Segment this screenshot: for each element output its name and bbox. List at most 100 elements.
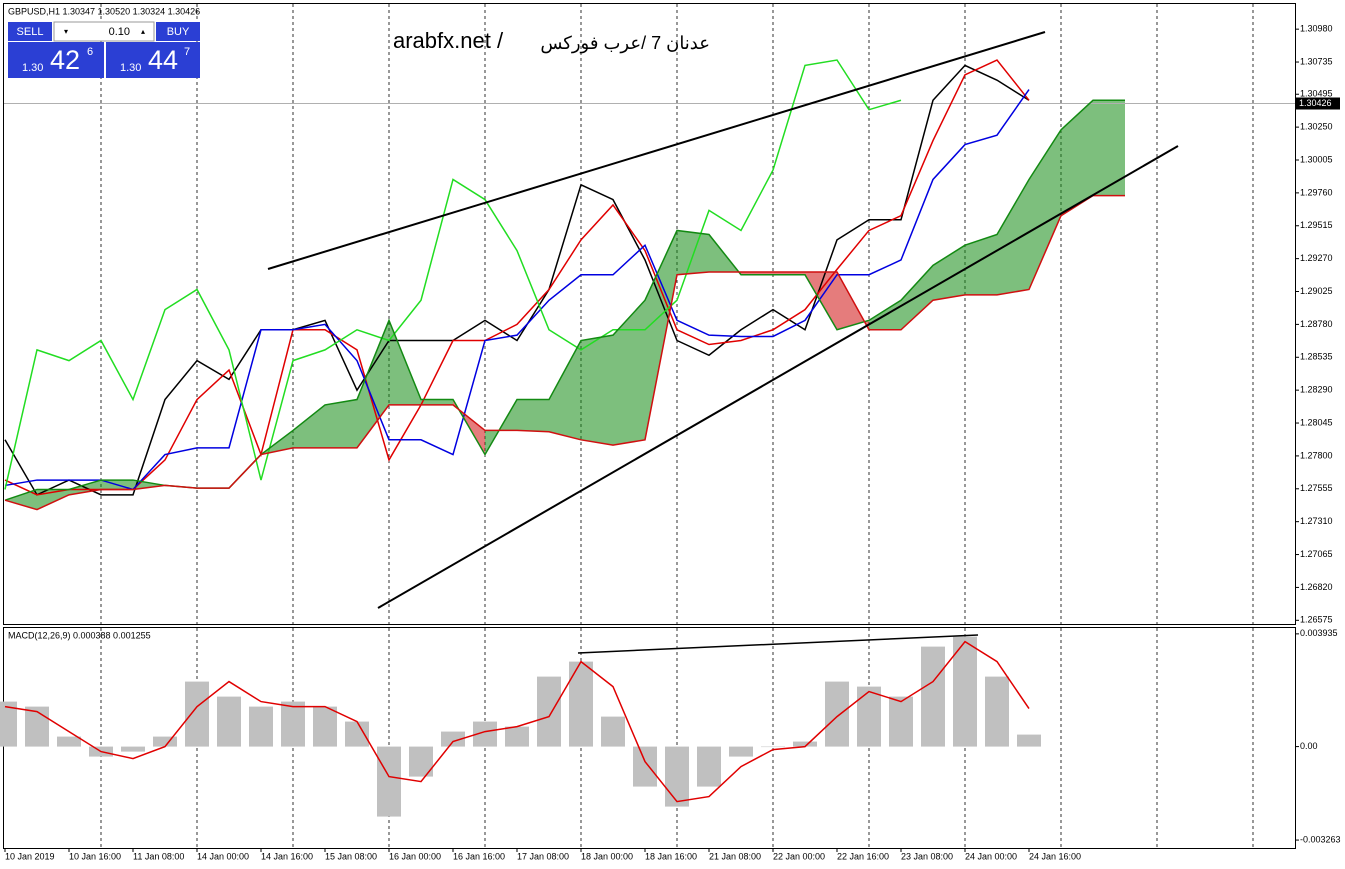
y-tick-label: 1.30735 bbox=[1300, 56, 1333, 66]
trade-panel: SELL ▾ 0.10 ▴ BUY 1.30 42 6 1.30 44 7 bbox=[8, 21, 200, 78]
sell-button[interactable] bbox=[8, 22, 52, 41]
x-tick-label: 10 Jan 2019 bbox=[5, 851, 55, 861]
cloud-segment bbox=[293, 404, 325, 448]
histogram-bar bbox=[985, 676, 1009, 747]
buy-price-big: 1.30 bbox=[120, 62, 141, 74]
buy-price-frac: 7 bbox=[184, 46, 190, 58]
cloud-segment bbox=[421, 399, 453, 405]
cloud-segment bbox=[997, 179, 1029, 295]
header-title: GBPUSD,H1 1.30347 1.30520 1.30324 1.3042… bbox=[8, 6, 200, 16]
x-tick-label: 10 Jan 16:00 bbox=[69, 851, 121, 861]
y-tick-label: 1.29760 bbox=[1300, 187, 1333, 197]
y-tick-label: 1.30495 bbox=[1300, 89, 1333, 99]
trend-line bbox=[267, 31, 1046, 270]
x-tick-label: 23 Jan 08:00 bbox=[901, 851, 953, 861]
histogram-bar bbox=[537, 676, 561, 747]
histogram-bar bbox=[889, 696, 913, 747]
x-tick-label: 22 Jan 16:00 bbox=[837, 851, 889, 861]
cloud-segment bbox=[549, 340, 581, 440]
lot-value[interactable]: 0.10 bbox=[109, 26, 130, 38]
histogram-bar bbox=[569, 661, 593, 747]
cloud-segment bbox=[37, 489, 69, 510]
current-price-box bbox=[1296, 97, 1340, 110]
x-tick-label: 22 Jan 00:00 bbox=[773, 851, 825, 861]
price-panel-frame bbox=[3, 3, 1296, 625]
x-tick-label: 18 Jan 16:00 bbox=[645, 851, 697, 861]
sell-price-box[interactable] bbox=[8, 42, 104, 78]
histogram-bar bbox=[281, 701, 305, 747]
series-line bbox=[4, 89, 1030, 491]
lot-up[interactable]: ▴ bbox=[141, 27, 145, 36]
histogram-bar bbox=[121, 746, 145, 752]
histogram-bar bbox=[665, 746, 689, 807]
histogram-bar bbox=[25, 706, 49, 747]
lot-down[interactable]: ▾ bbox=[64, 27, 68, 36]
y-tick-label: 1.28290 bbox=[1300, 385, 1333, 395]
histogram-bar bbox=[0, 701, 17, 747]
cloud-segment bbox=[1061, 100, 1093, 216]
x-tick-label: 24 Jan 16:00 bbox=[1029, 851, 1081, 861]
cloud-segment bbox=[581, 335, 613, 446]
y-tick-label: 1.26575 bbox=[1300, 615, 1333, 625]
y-tick-label: 1.28535 bbox=[1300, 352, 1333, 362]
series-line bbox=[4, 64, 1030, 496]
histogram-bar bbox=[345, 721, 369, 747]
histogram-bar bbox=[729, 746, 753, 757]
buy-button[interactable] bbox=[156, 22, 200, 41]
x-tick-label: 24 Jan 00:00 bbox=[965, 851, 1017, 861]
sell-label[interactable]: SELL bbox=[17, 26, 44, 38]
y-tick-label: 1.30005 bbox=[1300, 154, 1333, 164]
cloud-segment bbox=[613, 300, 645, 446]
macd-title: MACD(12,26,9) 0.000388 0.001255 bbox=[8, 630, 151, 640]
y-tick-label: 1.26820 bbox=[1300, 582, 1333, 592]
y-tick-label: 1.30250 bbox=[1300, 121, 1333, 131]
cloud-segment bbox=[1029, 129, 1061, 290]
sell-price-main: 42 bbox=[50, 45, 80, 75]
current-price-label: 1.30426 bbox=[1299, 98, 1332, 108]
y-tick-label: 1.28780 bbox=[1300, 319, 1333, 329]
cloud-segment bbox=[1093, 100, 1125, 196]
cloud-segment bbox=[965, 234, 997, 295]
histogram-bar bbox=[953, 636, 977, 747]
histogram-bar bbox=[633, 746, 657, 787]
x-tick-label: 21 Jan 08:00 bbox=[709, 851, 761, 861]
cloud-segment bbox=[645, 230, 677, 440]
histogram-bar bbox=[185, 681, 209, 747]
histogram-bar bbox=[761, 746, 785, 748]
trend-line bbox=[577, 634, 979, 654]
series-line bbox=[4, 59, 1030, 496]
x-tick-label: 17 Jan 08:00 bbox=[517, 851, 569, 861]
cloud-segment bbox=[517, 399, 549, 432]
histogram-bar bbox=[857, 686, 881, 747]
histogram-bar bbox=[249, 706, 273, 747]
y-tick-label: 1.29025 bbox=[1300, 286, 1333, 296]
y-tick-label: 1.29515 bbox=[1300, 220, 1333, 230]
histogram-bar bbox=[441, 731, 465, 747]
histogram-bar bbox=[921, 646, 945, 747]
x-tick-label: 16 Jan 00:00 bbox=[389, 851, 441, 861]
series-line bbox=[4, 194, 1125, 511]
x-tick-label: 14 Jan 00:00 bbox=[197, 851, 249, 861]
x-tick-label: 18 Jan 00:00 bbox=[581, 851, 633, 861]
y-tick-label: 1.27800 bbox=[1300, 450, 1333, 460]
cloud-segment bbox=[5, 489, 37, 510]
y-tick-label: 1.27310 bbox=[1300, 516, 1333, 526]
histogram-bar bbox=[57, 736, 81, 747]
buy-label[interactable]: BUY bbox=[167, 26, 190, 38]
lot-input[interactable] bbox=[53, 21, 155, 42]
histogram-bar bbox=[217, 696, 241, 747]
cloud-segment bbox=[325, 399, 357, 448]
y-tick-label: 1.29270 bbox=[1300, 253, 1333, 263]
cloud-segment bbox=[933, 245, 965, 301]
y-tick-label: 1.27555 bbox=[1300, 483, 1333, 493]
cloud-segment bbox=[677, 230, 709, 275]
buy-price-box[interactable] bbox=[106, 42, 200, 78]
trend-line bbox=[377, 145, 1179, 609]
sell-price-frac: 6 bbox=[87, 46, 93, 58]
x-tick-label: 15 Jan 08:00 bbox=[325, 851, 377, 861]
histogram-bar bbox=[1017, 734, 1041, 747]
series-line bbox=[4, 59, 902, 490]
y-tick-label: 1.30980 bbox=[1300, 24, 1333, 34]
y-tick-label: 0.003935 bbox=[1300, 628, 1338, 638]
histogram-bar bbox=[313, 706, 337, 747]
